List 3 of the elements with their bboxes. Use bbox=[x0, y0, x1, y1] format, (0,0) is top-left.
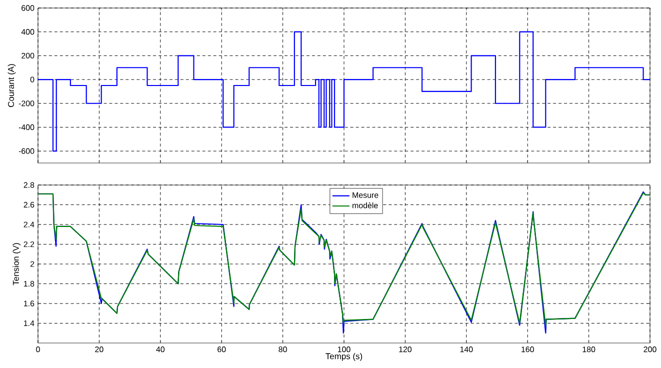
y-axis-title: Courant (A) bbox=[8, 64, 16, 107]
x-axis-title: Temps (s) bbox=[326, 353, 362, 361]
y-axis-title: Tension (V) bbox=[12, 243, 21, 286]
